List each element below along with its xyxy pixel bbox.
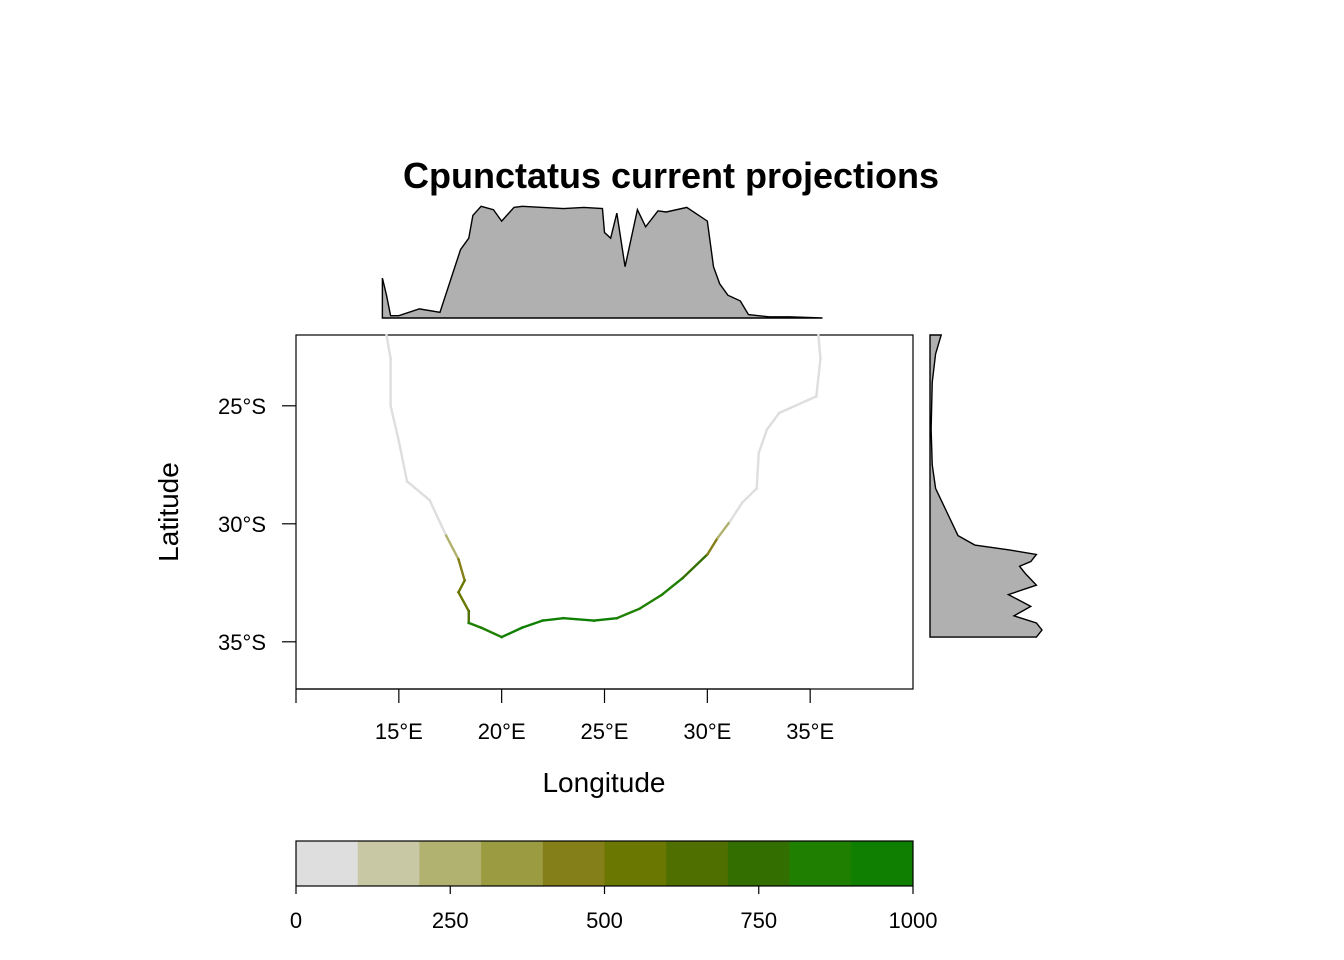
coastline-segment: [500, 626, 524, 639]
longitude-density-panel: [381, 205, 823, 319]
x-tick-label: 15°E: [375, 719, 423, 744]
colorbar-swatch: [357, 841, 420, 886]
longitude-density-area: [381, 205, 823, 319]
coastline-segment: [715, 519, 732, 540]
colorbar-swatch: [666, 841, 729, 886]
x-tick-label: 25°E: [581, 719, 629, 744]
coastline-segment: [615, 607, 642, 620]
colorbar-swatch: [419, 841, 482, 886]
coastline-segment: [397, 439, 409, 483]
map-frame: [295, 334, 914, 690]
coastline-segment: [479, 626, 504, 639]
coastline-segment: [456, 590, 471, 613]
coastline-segment: [817, 333, 822, 360]
coastline-segment: [660, 576, 685, 597]
coastline-segment: [520, 619, 545, 630]
x-tick-label: 35°E: [786, 719, 834, 744]
x-axis-label: Longitude: [542, 767, 665, 798]
coastline-segment: [777, 394, 818, 415]
colorbar-swatch: [851, 841, 914, 886]
coastline-segment: [456, 578, 467, 594]
coastline-segment: [680, 552, 710, 580]
colorbar-swatch: [296, 841, 359, 886]
colorbar-swatch: [727, 841, 791, 886]
x-axis: 15°E 20°E 25°E 30°E 35°E: [295, 688, 834, 744]
latitude-density-area: [929, 334, 1043, 638]
coastline-segment: [637, 592, 664, 611]
colorbar-swatch: [789, 841, 852, 886]
coastline-segment: [740, 486, 759, 505]
colorbar-swatch: [542, 841, 605, 886]
coastline-segment: [428, 498, 448, 538]
y-tick-label: 25°S: [218, 394, 266, 419]
coastline-segment: [467, 621, 483, 630]
y-tick-label: 30°S: [218, 512, 266, 537]
colorbar: 0 250 500 750 1000: [290, 840, 938, 933]
coastline-segment: [389, 404, 401, 443]
colorbar-swatch: [481, 841, 544, 886]
latitude-density-panel: [929, 334, 1043, 638]
coastline-segment: [444, 533, 461, 561]
coastline-segment: [385, 333, 392, 360]
chart-title: Cpunctatus current projections: [403, 155, 939, 196]
coastline-segment: [405, 479, 432, 502]
coastline-segment: [765, 411, 781, 432]
x-tick-label: 20°E: [478, 719, 526, 744]
colorbar-tick-label: 500: [586, 908, 623, 933]
colorbar-tick-label: 250: [432, 908, 469, 933]
coastline-segment: [728, 500, 744, 524]
colorbar-swatch: [604, 841, 667, 886]
colorbar-tick-label: 0: [290, 908, 302, 933]
coastline-segment: [757, 427, 769, 455]
coastline-segment: [705, 536, 720, 557]
y-axis-label: Latitude: [153, 462, 184, 562]
coastline-segment: [562, 616, 596, 622]
x-tick-label: 30°E: [683, 719, 731, 744]
coastline-segment: [456, 557, 467, 582]
coastline-segment: [815, 357, 822, 398]
colorbar-tick-label: 1000: [889, 908, 938, 933]
coastline-segment: [755, 451, 761, 490]
y-axis: 25°S 30°S 35°S: [218, 394, 296, 655]
coastline-segment: [592, 616, 619, 622]
coastline-segment: [541, 616, 565, 622]
y-tick-label: 35°S: [218, 630, 266, 655]
colorbar-tick-label: 750: [740, 908, 777, 933]
coastline-suitability: [385, 333, 822, 639]
